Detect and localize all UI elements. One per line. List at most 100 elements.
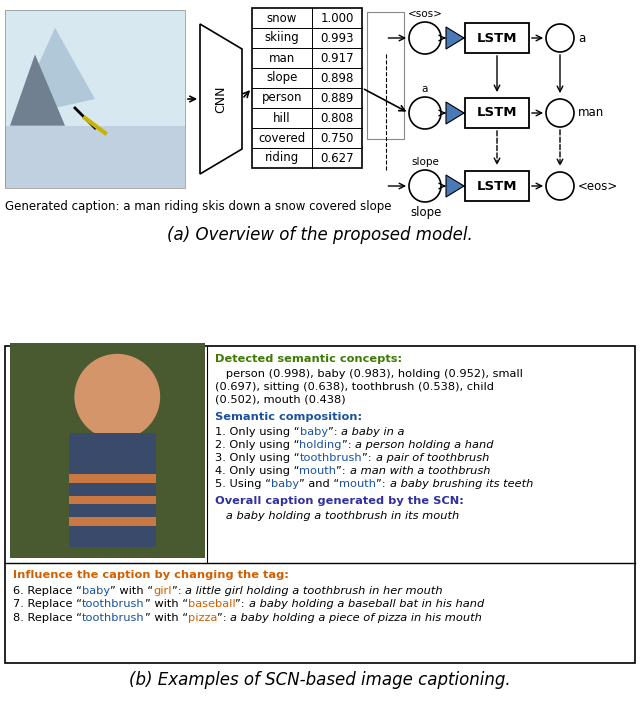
Text: 1.000: 1.000 (320, 11, 354, 25)
Text: 0.808: 0.808 (321, 111, 354, 125)
Text: 0.993: 0.993 (320, 31, 354, 45)
Bar (5, 346, 635, 663)
Bar (68, 496, 156, 504)
Bar (465, 171, 529, 201)
Circle shape (546, 99, 574, 127)
Text: LSTM: LSTM (477, 106, 517, 120)
Text: hill: hill (273, 111, 291, 125)
Text: 2. Only using “: 2. Only using “ (215, 440, 300, 450)
Text: 7. Replace “: 7. Replace “ (13, 599, 82, 609)
Text: mouth: mouth (300, 466, 337, 476)
Text: a baby holding a piece of pizza in his mouth: a baby holding a piece of pizza in his m… (230, 612, 483, 622)
Text: 0.889: 0.889 (320, 91, 354, 105)
Text: snow: snow (267, 11, 297, 25)
Text: (b) Examples of SCN-based image captioning.: (b) Examples of SCN-based image captioni… (129, 671, 511, 689)
Text: ”:: ”: (337, 466, 349, 476)
Bar (465, 98, 529, 128)
Text: a baby holding a toothbrush in its mouth: a baby holding a toothbrush in its mouth (215, 510, 460, 520)
Text: ”:: ”: (376, 479, 390, 489)
Circle shape (74, 354, 160, 440)
Text: ”:: ”: (328, 427, 341, 437)
Text: 0.750: 0.750 (320, 132, 354, 144)
Text: ” and “: ” and “ (299, 479, 339, 489)
Bar (68, 474, 156, 483)
Polygon shape (446, 175, 464, 197)
Text: 5. Using “: 5. Using “ (215, 479, 271, 489)
Text: ” with “: ” with “ (145, 599, 188, 609)
Text: baby: baby (271, 479, 299, 489)
Text: a: a (422, 84, 428, 94)
Text: riding: riding (265, 152, 299, 164)
Text: (0.502), mouth (0.438): (0.502), mouth (0.438) (215, 395, 346, 405)
Text: (0.697), sitting (0.638), toothbrush (0.538), child: (0.697), sitting (0.638), toothbrush (0.… (215, 382, 494, 392)
Text: man: man (269, 52, 295, 64)
Circle shape (546, 172, 574, 200)
Text: <eos>: <eos> (578, 180, 618, 193)
Bar (68, 517, 156, 526)
Polygon shape (446, 27, 464, 49)
Text: Generated caption: a man riding skis down a snow covered slope: Generated caption: a man riding skis dow… (5, 200, 392, 213)
Text: a little girl holding a toothbrush in her mouth: a little girl holding a toothbrush in he… (185, 586, 442, 595)
Text: skiing: skiing (264, 31, 300, 45)
Text: baseball: baseball (188, 599, 236, 609)
Bar (5, 126, 185, 188)
Text: ”:: ”: (217, 612, 230, 622)
Text: Semantic composition:: Semantic composition: (215, 412, 362, 422)
Text: 3. Only using “: 3. Only using “ (215, 453, 300, 463)
Text: ”:: ”: (342, 440, 355, 450)
Bar (465, 23, 529, 53)
Text: Overall caption generated by the SCN:: Overall caption generated by the SCN: (215, 496, 464, 506)
Circle shape (409, 97, 441, 129)
Text: baby: baby (300, 427, 328, 437)
Text: ” with “: ” with “ (110, 586, 153, 595)
Polygon shape (15, 28, 95, 117)
Text: 1. Only using “: 1. Only using “ (215, 427, 300, 437)
Text: <sos>: <sos> (408, 9, 442, 19)
Text: baby: baby (82, 586, 110, 595)
Text: 0.627: 0.627 (320, 152, 354, 164)
Text: a baby brushing its teeth: a baby brushing its teeth (390, 479, 533, 489)
Text: 0.917: 0.917 (320, 52, 354, 64)
Text: mouth: mouth (339, 479, 376, 489)
Text: a baby in a: a baby in a (341, 427, 404, 437)
Text: slope: slope (410, 206, 442, 219)
Text: a: a (578, 31, 585, 45)
Text: ”:: ”: (236, 599, 248, 609)
Text: CNN: CNN (214, 85, 227, 113)
Polygon shape (68, 433, 156, 547)
Bar (5, 10, 185, 126)
Text: holding: holding (300, 440, 342, 450)
Text: ”:: ”: (362, 453, 376, 463)
Text: 6. Replace “: 6. Replace “ (13, 586, 82, 595)
Bar (10, 343, 205, 558)
Text: 4. Only using “: 4. Only using “ (215, 466, 300, 476)
Text: person (0.998), baby (0.983), holding (0.952), small: person (0.998), baby (0.983), holding (0… (215, 369, 523, 379)
Text: a person holding a hand: a person holding a hand (355, 440, 493, 450)
Circle shape (409, 170, 441, 202)
Text: covered: covered (259, 132, 306, 144)
Bar (252, 8, 362, 168)
Text: 8. Replace “: 8. Replace “ (13, 612, 82, 622)
Bar (5, 10, 185, 188)
Text: toothbrush: toothbrush (82, 599, 145, 609)
Text: LSTM: LSTM (477, 31, 517, 45)
Text: man: man (578, 106, 604, 120)
Text: ” with “: ” with “ (145, 612, 188, 622)
Text: Influence the caption by changing the tag:: Influence the caption by changing the ta… (13, 570, 289, 580)
Circle shape (546, 24, 574, 52)
Polygon shape (200, 24, 242, 174)
Text: slope: slope (266, 72, 298, 84)
Text: toothbrush: toothbrush (300, 453, 362, 463)
Circle shape (409, 22, 441, 54)
Polygon shape (10, 55, 65, 126)
Text: 0.898: 0.898 (320, 72, 354, 84)
Text: pizza: pizza (188, 612, 217, 622)
Text: person: person (262, 91, 302, 105)
Text: ”:: ”: (172, 586, 185, 595)
Text: a man with a toothbrush: a man with a toothbrush (349, 466, 490, 476)
Text: toothbrush: toothbrush (82, 612, 145, 622)
Text: slope: slope (411, 157, 439, 167)
Text: a baby holding a baseball bat in his hand: a baby holding a baseball bat in his han… (248, 599, 484, 609)
Text: LSTM: LSTM (477, 180, 517, 193)
Text: Detected semantic concepts:: Detected semantic concepts: (215, 354, 402, 364)
